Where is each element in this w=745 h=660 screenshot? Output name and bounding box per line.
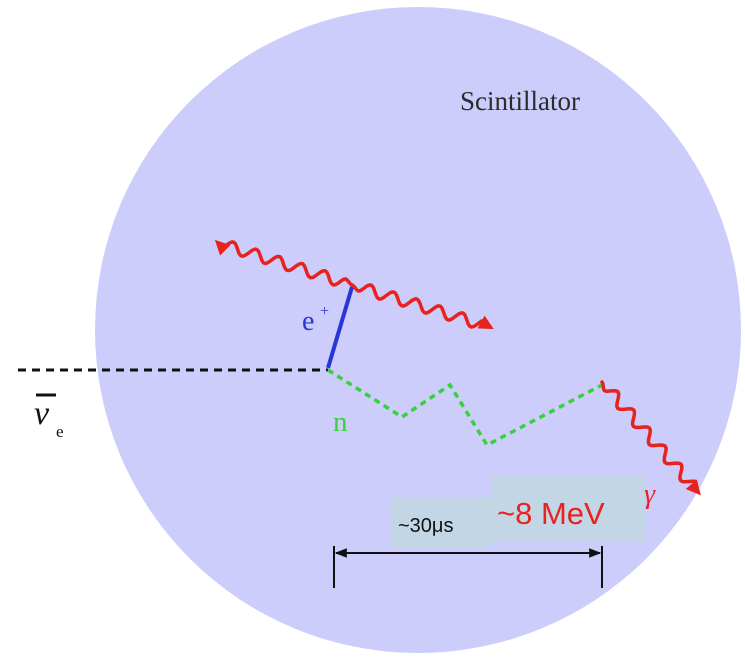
positron-track xyxy=(326,286,354,369)
capture-delay-label: ~30μs xyxy=(398,515,453,537)
scintillator-volume xyxy=(95,7,741,653)
neutron-label: n xyxy=(333,406,348,438)
capture-energy-label: ~8 MeV xyxy=(497,496,605,531)
antineutrino-label: ν xyxy=(34,395,50,432)
annihilation-photon-left xyxy=(214,239,354,287)
capture-gamma xyxy=(600,380,701,496)
neutron-track xyxy=(327,368,603,448)
energy-label-box xyxy=(492,476,645,542)
annihilation-photon-right xyxy=(350,283,494,330)
positron-charge-label: + xyxy=(320,303,329,320)
antineutrino-symbol: ν e xyxy=(34,393,64,441)
capture-gamma-label: γ xyxy=(644,479,656,510)
antineutrino-flavor-label: e xyxy=(56,422,64,441)
positron-label: e xyxy=(302,306,314,337)
delay-label-box xyxy=(392,498,492,548)
positron-symbol: e + xyxy=(302,303,329,337)
interval-double-arrow-icon xyxy=(333,546,603,588)
scintillator-label: Scintillator xyxy=(460,86,580,116)
